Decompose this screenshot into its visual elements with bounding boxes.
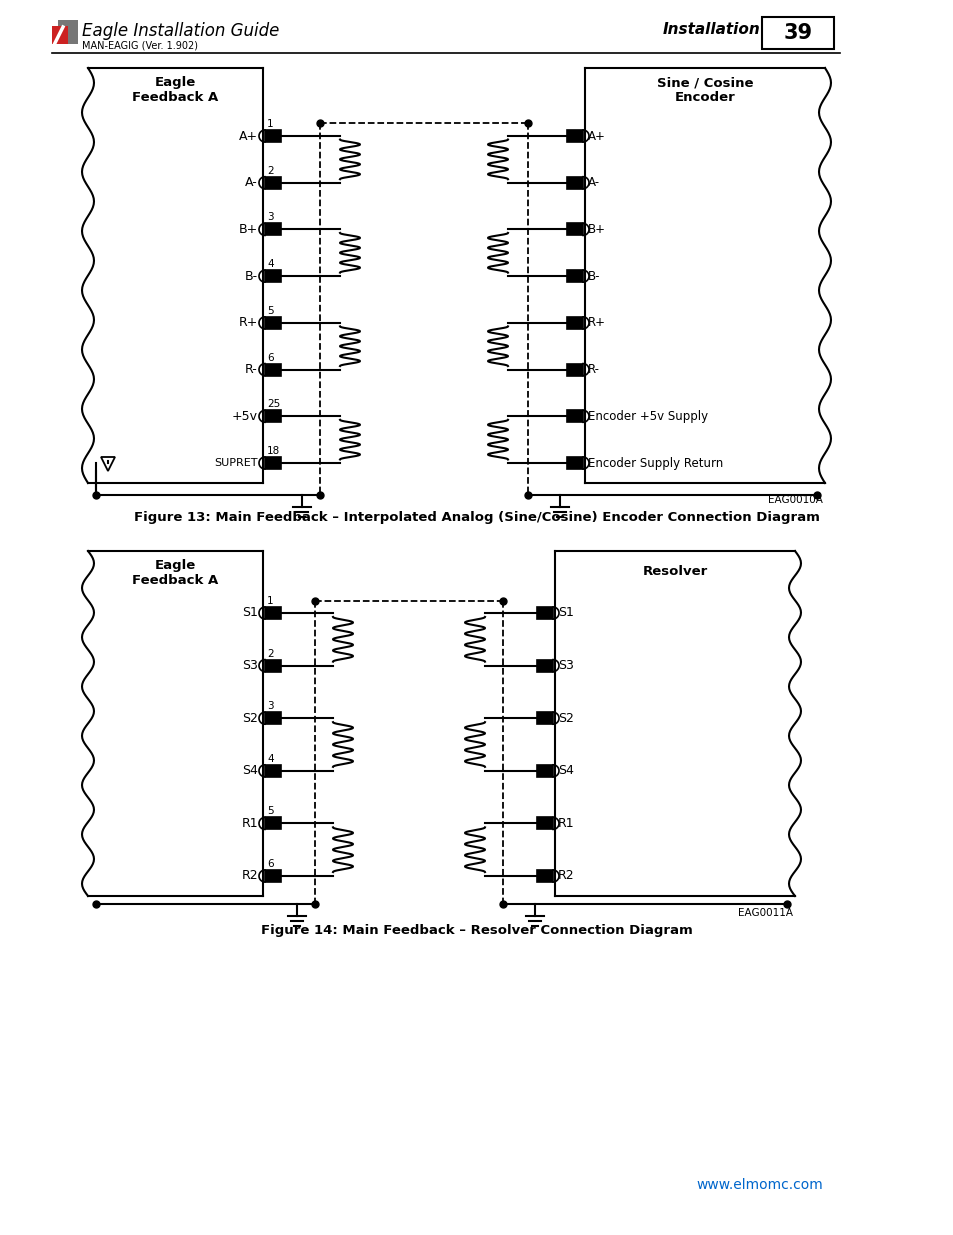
Bar <box>265 363 281 375</box>
Text: Figure 14: Main Feedback – Resolver Connection Diagram: Figure 14: Main Feedback – Resolver Conn… <box>261 924 692 937</box>
Text: S3: S3 <box>558 659 574 672</box>
Text: MAN-EAGIG (Ver. 1.902): MAN-EAGIG (Ver. 1.902) <box>82 40 198 49</box>
Text: A+: A+ <box>587 130 605 142</box>
Bar <box>566 317 582 329</box>
Text: EAG0011A: EAG0011A <box>738 908 792 918</box>
Text: S4: S4 <box>242 764 257 777</box>
Bar <box>566 130 582 142</box>
Bar <box>265 410 281 422</box>
Text: 6: 6 <box>267 860 274 869</box>
Text: R-: R- <box>587 363 599 377</box>
Text: A-: A- <box>245 177 257 189</box>
Text: 1: 1 <box>267 119 274 128</box>
Bar <box>265 177 281 189</box>
Bar <box>265 224 281 236</box>
Text: S4: S4 <box>558 764 574 777</box>
Text: Resolver: Resolver <box>641 564 707 578</box>
Text: Encoder +5v Supply: Encoder +5v Supply <box>587 410 707 422</box>
Bar <box>537 818 553 830</box>
Bar <box>537 869 553 882</box>
Bar <box>566 457 582 469</box>
Text: S1: S1 <box>242 606 257 620</box>
Bar <box>761 17 833 49</box>
Bar <box>566 363 582 375</box>
Bar <box>265 130 281 142</box>
Text: R2: R2 <box>241 869 257 883</box>
Text: Installation: Installation <box>661 22 760 37</box>
Bar <box>265 270 281 282</box>
Bar <box>265 764 281 777</box>
Bar <box>265 317 281 329</box>
Text: S2: S2 <box>242 711 257 725</box>
Text: 1: 1 <box>267 597 274 606</box>
Text: 4: 4 <box>267 753 274 763</box>
Text: Eagle Installation Guide: Eagle Installation Guide <box>82 22 279 40</box>
Text: S3: S3 <box>242 659 257 672</box>
Bar <box>265 659 281 672</box>
Bar <box>265 457 281 469</box>
Text: S2: S2 <box>558 711 574 725</box>
Bar <box>58 20 78 44</box>
Text: B-: B- <box>245 269 257 283</box>
Text: Encoder Supply Return: Encoder Supply Return <box>587 457 722 469</box>
Text: www.elmomc.com: www.elmomc.com <box>696 1178 822 1192</box>
Bar <box>537 713 553 724</box>
Text: 2: 2 <box>267 648 274 658</box>
Text: R2: R2 <box>558 869 574 883</box>
Text: R-: R- <box>245 363 257 377</box>
Text: EAG0010A: EAG0010A <box>767 495 822 505</box>
Bar <box>566 177 582 189</box>
Text: B-: B- <box>587 269 599 283</box>
Text: R+: R+ <box>587 316 605 330</box>
Bar <box>265 713 281 724</box>
Text: 18: 18 <box>267 446 280 456</box>
Text: 6: 6 <box>267 352 274 363</box>
Text: R1: R1 <box>558 816 574 830</box>
Text: A-: A- <box>587 177 599 189</box>
Text: R1: R1 <box>241 816 257 830</box>
Text: 2: 2 <box>267 165 274 175</box>
Text: B+: B+ <box>238 224 257 236</box>
Text: 5: 5 <box>267 806 274 816</box>
Text: +5v: +5v <box>232 410 257 422</box>
Text: Eagle
Feedback A: Eagle Feedback A <box>132 559 218 587</box>
Text: Eagle
Feedback A: Eagle Feedback A <box>132 77 218 104</box>
Text: 39: 39 <box>782 23 812 43</box>
Text: R+: R+ <box>238 316 257 330</box>
Bar <box>265 606 281 619</box>
Text: A+: A+ <box>238 130 257 142</box>
Text: 25: 25 <box>267 399 280 409</box>
Text: 4: 4 <box>267 259 274 269</box>
Text: Sine / Cosine
Encoder: Sine / Cosine Encoder <box>656 77 753 104</box>
Text: S1: S1 <box>558 606 574 620</box>
Text: 3: 3 <box>267 212 274 222</box>
Bar <box>537 606 553 619</box>
Text: B+: B+ <box>587 224 605 236</box>
Text: 5: 5 <box>267 306 274 316</box>
Bar <box>537 764 553 777</box>
Bar <box>265 818 281 830</box>
Bar <box>265 869 281 882</box>
Text: Figure 13: Main Feedback – Interpolated Analog (Sine/Cosine) Encoder Connection : Figure 13: Main Feedback – Interpolated … <box>134 511 819 524</box>
Bar <box>537 659 553 672</box>
Bar <box>566 270 582 282</box>
Bar <box>52 26 68 44</box>
Bar <box>566 410 582 422</box>
Bar <box>566 224 582 236</box>
Text: SUPRET: SUPRET <box>214 458 257 468</box>
Text: 3: 3 <box>267 701 274 711</box>
